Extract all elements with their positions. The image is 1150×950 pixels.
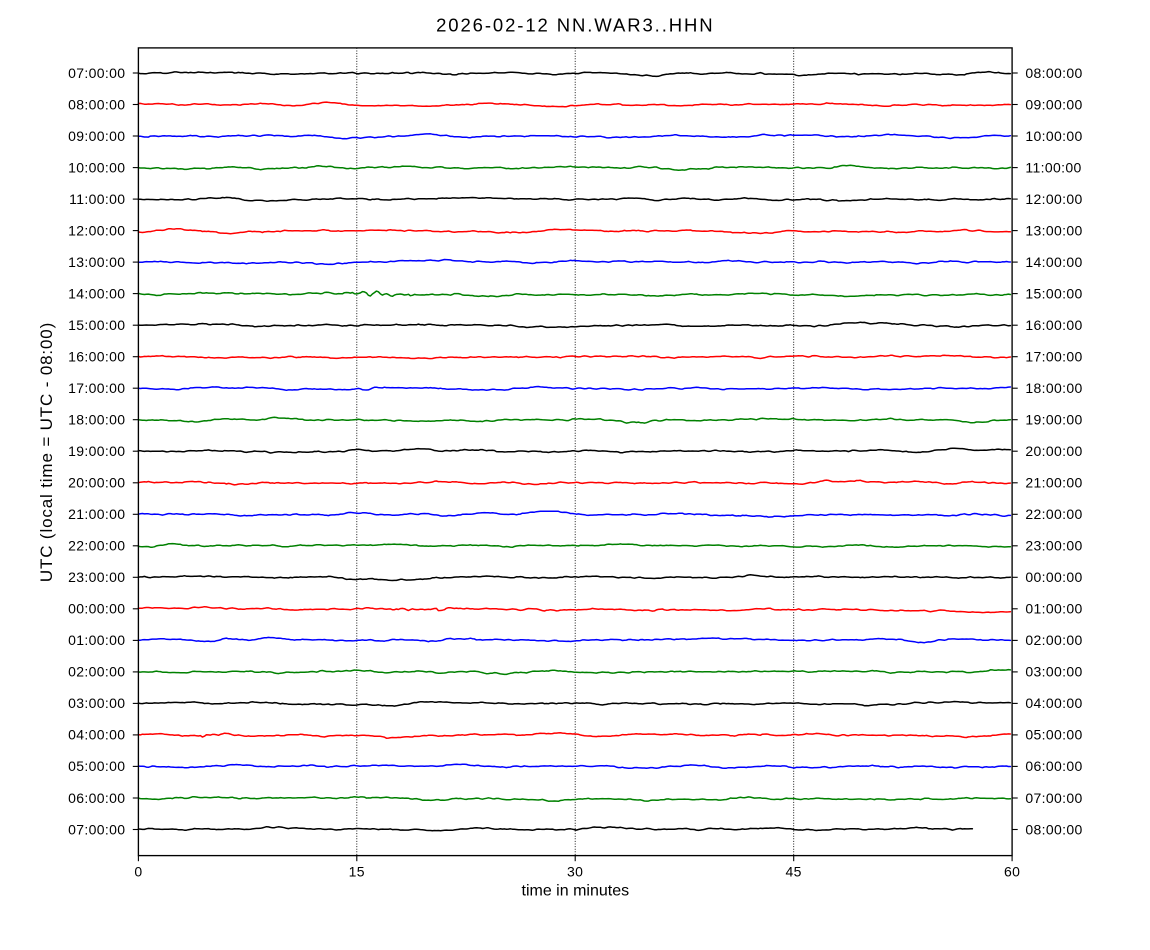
svg-text:09:00:00: 09:00:00	[68, 128, 125, 144]
svg-text:UTC (local time = UTC - 08:00): UTC (local time = UTC - 08:00)	[37, 322, 56, 582]
svg-text:18:00:00: 18:00:00	[1025, 380, 1082, 396]
svg-text:19:00:00: 19:00:00	[1025, 412, 1082, 428]
svg-text:20:00:00: 20:00:00	[68, 475, 125, 491]
svg-text:16:00:00: 16:00:00	[68, 349, 125, 365]
svg-text:07:00:00: 07:00:00	[68, 65, 125, 81]
svg-text:07:00:00: 07:00:00	[1025, 790, 1082, 806]
svg-text:11:00:00: 11:00:00	[69, 191, 125, 207]
svg-text:08:00:00: 08:00:00	[68, 96, 125, 112]
svg-text:20:00:00: 20:00:00	[1025, 443, 1082, 459]
svg-text:19:00:00: 19:00:00	[68, 443, 125, 459]
svg-text:05:00:00: 05:00:00	[68, 758, 125, 774]
svg-text:03:00:00: 03:00:00	[1025, 664, 1082, 680]
svg-text:14:00:00: 14:00:00	[1025, 254, 1082, 270]
svg-text:09:00:00: 09:00:00	[1025, 96, 1082, 112]
svg-text:16:00:00: 16:00:00	[1025, 317, 1082, 333]
svg-text:22:00:00: 22:00:00	[68, 538, 125, 554]
svg-text:14:00:00: 14:00:00	[68, 285, 125, 301]
svg-text:02:00:00: 02:00:00	[68, 664, 125, 680]
svg-text:17:00:00: 17:00:00	[68, 380, 125, 396]
svg-text:04:00:00: 04:00:00	[1025, 695, 1082, 711]
svg-text:15:00:00: 15:00:00	[1025, 285, 1082, 301]
svg-text:13:00:00: 13:00:00	[68, 254, 125, 270]
svg-text:01:00:00: 01:00:00	[1025, 601, 1082, 617]
svg-text:0: 0	[134, 864, 142, 880]
svg-text:13:00:00: 13:00:00	[1025, 222, 1082, 238]
svg-text:21:00:00: 21:00:00	[1025, 475, 1082, 491]
svg-text:23:00:00: 23:00:00	[68, 569, 125, 585]
svg-text:2026-02-12 NN.WAR3..HHN: 2026-02-12 NN.WAR3..HHN	[436, 15, 714, 36]
svg-text:02:00:00: 02:00:00	[1025, 632, 1082, 648]
svg-text:15:00:00: 15:00:00	[68, 317, 125, 333]
svg-text:10:00:00: 10:00:00	[68, 159, 125, 175]
svg-text:00:00:00: 00:00:00	[68, 601, 125, 617]
svg-text:08:00:00: 08:00:00	[1025, 65, 1082, 81]
svg-text:07:00:00: 07:00:00	[68, 821, 125, 837]
svg-text:08:00:00: 08:00:00	[1025, 821, 1082, 837]
svg-text:01:00:00: 01:00:00	[68, 632, 125, 648]
svg-text:00:00:00: 00:00:00	[1025, 569, 1082, 585]
svg-text:03:00:00: 03:00:00	[68, 695, 125, 711]
svg-text:22:00:00: 22:00:00	[1025, 506, 1082, 522]
svg-text:05:00:00: 05:00:00	[1025, 727, 1082, 743]
svg-text:18:00:00: 18:00:00	[68, 412, 125, 428]
svg-text:06:00:00: 06:00:00	[1025, 758, 1082, 774]
svg-text:45: 45	[786, 864, 802, 880]
svg-text:60: 60	[1004, 864, 1020, 880]
svg-text:30: 30	[567, 864, 583, 880]
svg-text:17:00:00: 17:00:00	[1025, 349, 1082, 365]
svg-text:06:00:00: 06:00:00	[68, 790, 125, 806]
svg-text:time in minutes: time in minutes	[522, 883, 630, 900]
svg-text:11:00:00: 11:00:00	[1025, 159, 1081, 175]
svg-text:12:00:00: 12:00:00	[1025, 191, 1082, 207]
svg-text:23:00:00: 23:00:00	[1025, 538, 1082, 554]
svg-text:10:00:00: 10:00:00	[1025, 128, 1082, 144]
svg-text:12:00:00: 12:00:00	[68, 222, 125, 238]
svg-text:15: 15	[349, 864, 365, 880]
svg-text:04:00:00: 04:00:00	[68, 727, 125, 743]
svg-text:21:00:00: 21:00:00	[68, 506, 125, 522]
